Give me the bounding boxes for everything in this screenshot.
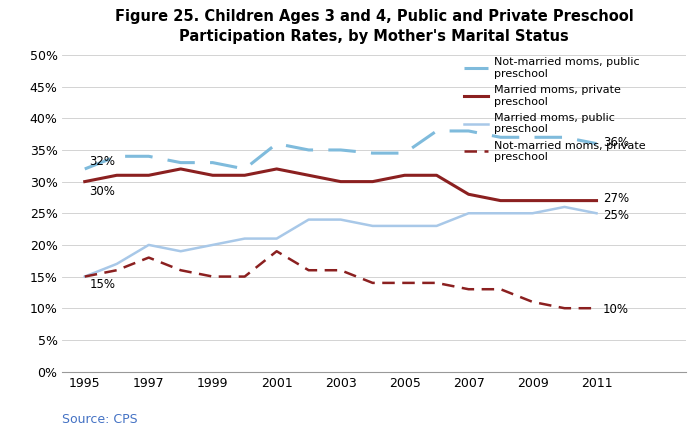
Text: 32%: 32%	[89, 155, 116, 168]
Text: 25%: 25%	[603, 209, 629, 222]
Legend: Not-married moms, public
preschool, Married moms, private
preschool, Married mom: Not-married moms, public preschool, Marr…	[464, 57, 646, 162]
Text: 27%: 27%	[603, 192, 629, 205]
Title: Figure 25. Children Ages 3 and 4, Public and Private Preschool
Participation Rat: Figure 25. Children Ages 3 and 4, Public…	[115, 9, 633, 44]
Text: 10%: 10%	[603, 303, 629, 316]
Text: 30%: 30%	[89, 185, 116, 198]
Text: 15%: 15%	[89, 279, 116, 292]
Text: Source: CPS: Source: CPS	[62, 413, 138, 426]
Text: 36%: 36%	[603, 136, 629, 149]
